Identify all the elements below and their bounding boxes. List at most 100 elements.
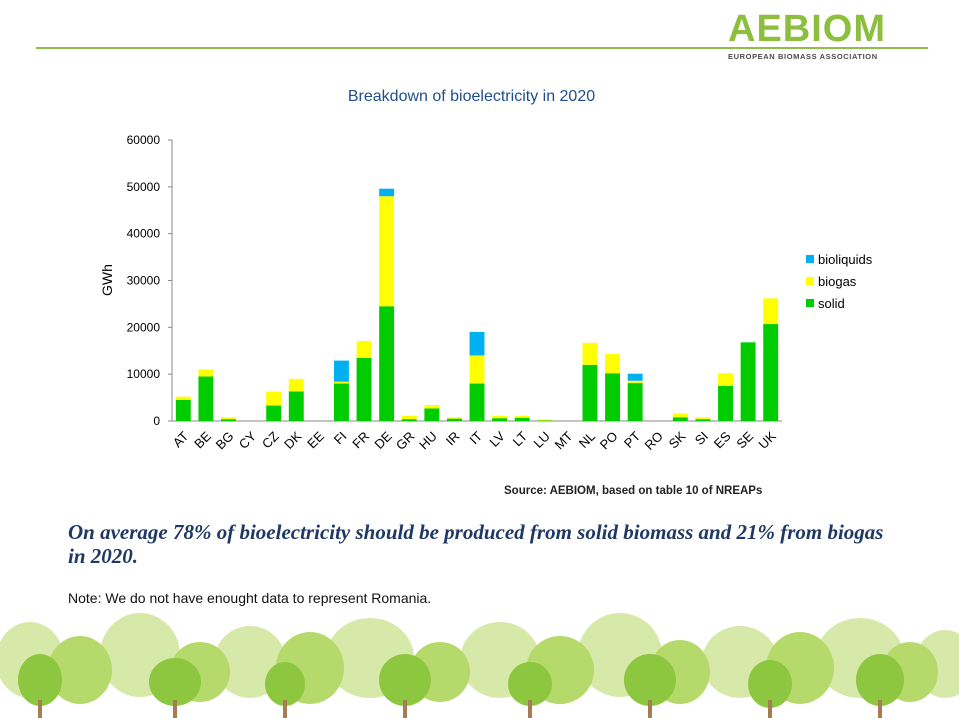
legend-swatch-biogas xyxy=(806,277,814,285)
bar-solid-nl xyxy=(582,364,598,421)
bar-bioliquids-pt xyxy=(627,373,643,381)
bar-biogas-bg xyxy=(221,417,236,420)
y-tick-label: 40000 xyxy=(127,227,161,241)
bar-bioliquids-it xyxy=(469,332,485,356)
x-tick-label: NL xyxy=(576,429,598,451)
y-axis-title: GWh xyxy=(99,264,115,296)
x-tick-label: DK xyxy=(281,428,305,452)
bar-biogas-si xyxy=(695,417,711,420)
x-tick-label: EE xyxy=(304,428,327,451)
headline-statement: On average 78% of bioelectricity should … xyxy=(68,520,884,568)
bar-biogas-be xyxy=(198,369,214,377)
bar-biogas-it xyxy=(469,355,485,384)
bar-solid-hu xyxy=(424,408,440,421)
x-tick-label: BG xyxy=(213,429,237,453)
x-tick-label: PO xyxy=(597,429,621,453)
x-tick-label: LT xyxy=(510,428,531,449)
source-note: Source: AEBIOM, based on table 10 of NRE… xyxy=(504,485,763,497)
x-tick-label: MT xyxy=(552,428,576,452)
legend-swatch-solid xyxy=(806,299,814,307)
legend-swatch-bioliquids xyxy=(806,255,814,263)
aebiom-logo: AEBIOM EUROPEAN BIOMASS ASSOCIATION xyxy=(728,10,918,62)
bar-biogas-cz xyxy=(266,391,282,406)
x-tick-label: SE xyxy=(733,428,756,451)
x-tick-label: SI xyxy=(692,429,711,448)
bar-solid-uk xyxy=(763,324,779,421)
bar-biogas-lu xyxy=(537,419,553,421)
bar-solid-at xyxy=(175,399,191,421)
x-tick-label: PT xyxy=(621,428,643,450)
y-tick-label: 50000 xyxy=(127,180,161,194)
bar-solid-dk xyxy=(288,391,304,421)
bar-solid-fr xyxy=(356,357,372,421)
bar-biogas-nl xyxy=(582,342,598,365)
x-tick-label: IT xyxy=(466,428,485,447)
bar-bioliquids-de xyxy=(379,188,395,197)
bar-biogas-lv xyxy=(492,415,508,419)
x-tick-label: CZ xyxy=(259,428,282,451)
foreground-trees xyxy=(18,654,904,708)
bar-solid-gr xyxy=(401,419,417,421)
x-tick-label: LU xyxy=(531,429,553,451)
x-tick-label: LV xyxy=(487,428,508,449)
bar-biogas-es xyxy=(718,373,733,386)
bar-biogas-dk xyxy=(288,378,304,392)
y-tick-label: 30000 xyxy=(127,274,161,288)
bar-solid-si xyxy=(695,419,711,421)
tree-decoration xyxy=(0,613,959,718)
bar-solid-po xyxy=(605,373,621,421)
bar-solid-be xyxy=(198,376,214,421)
y-tick-label: 10000 xyxy=(127,367,161,381)
x-tick-label: AT xyxy=(170,428,192,450)
bar-biogas-pt xyxy=(627,380,643,384)
bar-biogas-ir xyxy=(446,417,462,419)
x-tick-label: HU xyxy=(416,429,440,453)
x-tick-label: IR xyxy=(443,429,463,449)
bar-solid-ir xyxy=(446,418,462,421)
bar-solid-it xyxy=(469,383,485,421)
tree-trunks xyxy=(38,700,882,718)
bar-solid-es xyxy=(718,385,733,421)
bar-biogas-at xyxy=(175,396,191,400)
bar-biogas-uk xyxy=(763,298,779,325)
footnote: Note: We do not have enought data to rep… xyxy=(68,590,432,606)
chart-title: Breakdown of bioelectricity in 2020 xyxy=(347,88,596,105)
bar-biogas-fi xyxy=(333,381,349,384)
x-tick-label: BE xyxy=(191,428,214,451)
logo-wordmark: AEBIOM xyxy=(728,8,886,50)
bar-solid-se xyxy=(740,342,756,421)
bar-solid-de xyxy=(379,306,395,421)
bar-solid-cz xyxy=(266,405,282,421)
y-tick-label: 60000 xyxy=(127,133,161,147)
x-tick-label: SK xyxy=(666,428,689,451)
bar-biogas-gr xyxy=(401,415,417,420)
bar-biogas-po xyxy=(605,354,621,374)
bar-solid-lv xyxy=(492,418,508,421)
bar-biogas-sk xyxy=(672,413,688,418)
bar-solid-pt xyxy=(627,383,643,421)
legend-label-solid: solid xyxy=(818,296,845,311)
x-tick-label: GR xyxy=(393,429,417,453)
x-tick-label: DE xyxy=(371,428,395,452)
x-tick-label: FI xyxy=(331,429,350,448)
x-tick-label: RO xyxy=(641,429,665,453)
y-tick-label: 0 xyxy=(153,414,160,428)
header-rule xyxy=(36,47,928,49)
bar-solid-bg xyxy=(221,419,236,421)
x-tick-label: FR xyxy=(349,429,372,452)
logo-tagline: EUROPEAN BIOMASS ASSOCIATION xyxy=(728,52,878,61)
bar-biogas-de xyxy=(379,196,395,307)
x-tick-label: UK xyxy=(755,428,779,452)
x-tick-label: ES xyxy=(711,428,734,451)
bar-bioliquids-fi xyxy=(333,360,349,382)
y-tick-label: 20000 xyxy=(127,320,161,334)
bar-chart: 0 10000 20000 30000 40000 50000 60000 GWh AT BEBG… xyxy=(99,133,873,453)
bar-biogas-hu xyxy=(424,405,440,409)
bar-biogas-lt xyxy=(514,415,530,418)
legend-label-biogas: biogas xyxy=(818,274,857,289)
bar-solid-sk xyxy=(672,417,688,421)
bar-biogas-fr xyxy=(356,340,372,358)
legend-label-bioliquids: bioliquids xyxy=(818,252,873,267)
bar-solid-fi xyxy=(333,383,349,421)
x-tick-label: CY xyxy=(236,428,260,452)
